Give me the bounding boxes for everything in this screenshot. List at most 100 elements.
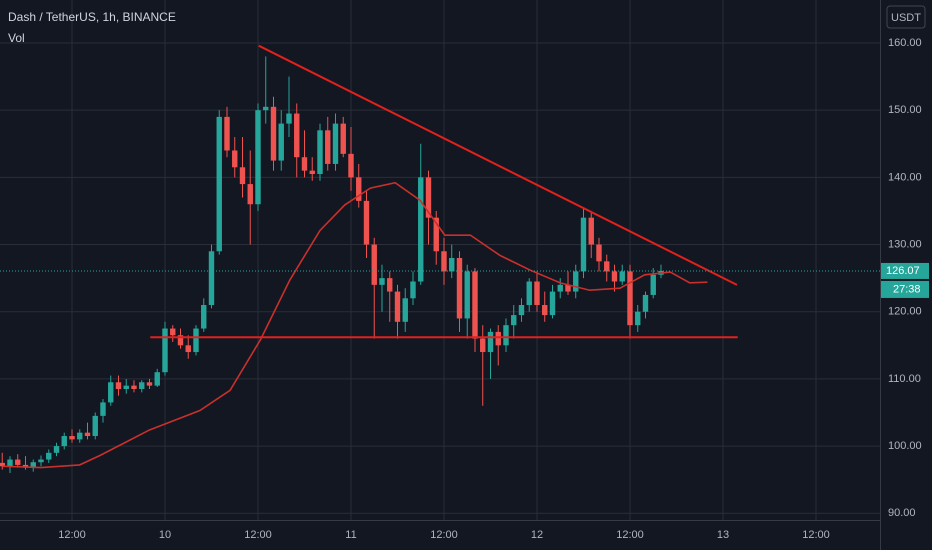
x-tick-label: 12:00 [616,529,644,541]
candle-body [317,130,323,175]
candle-body [263,106,269,111]
candle-body [418,177,424,282]
candle-body [495,331,501,346]
candle-body [487,331,494,353]
candle-body [604,261,610,272]
candle-body [402,298,408,322]
x-tick-label: 10 [159,529,171,541]
last-price-label: 126.07 [886,265,920,277]
candle-body [270,106,277,161]
candle-body [526,281,532,306]
candle-body [108,382,114,403]
candle-body [635,311,641,326]
candle-body [371,244,377,285]
candle-body [92,415,98,437]
x-tick-label: 13 [717,529,729,541]
candle-body [580,217,587,272]
candle-body [69,436,75,440]
x-tick-label: 12:00 [58,529,86,541]
candle-body [185,345,191,353]
candle-body [162,328,168,373]
candle-body [325,130,331,164]
candle-body [239,167,246,185]
x-tick-label: 11 [345,529,356,541]
countdown-label: 27:38 [893,283,921,295]
candle-body [619,271,625,282]
candle-body [534,281,540,306]
candle-body [301,157,308,171]
candle-body [247,184,253,205]
y-tick-label: 120.00 [888,306,922,318]
last-price-box [881,262,929,279]
candle-body [379,278,385,285]
candle-body [542,305,548,316]
y-tick-label: 160.00 [888,37,922,49]
candle-body [309,170,315,175]
candle-body [208,251,215,306]
indicator-label: Vol [8,31,25,45]
currency-box[interactable] [886,5,926,29]
candle-body [340,123,346,154]
candle-body [15,459,21,465]
candle-body [77,432,83,440]
candle-body [123,385,129,389]
candle-body [410,281,416,299]
candle-body [100,402,106,416]
candle-body [224,116,230,151]
candle-body [332,123,339,164]
candle-body [588,217,594,245]
candle-body [549,291,556,316]
y-tick-label: 100.00 [888,440,922,452]
candle-body [154,372,160,386]
candle-body [394,291,401,322]
x-tick-label: 12 [531,529,543,541]
candle-body [84,432,91,437]
candle-body [294,113,300,158]
candle-body [115,382,122,389]
candle-body [146,382,153,386]
candle-body [596,244,602,262]
y-tick-label: 130.00 [888,238,922,250]
candle-body [131,385,137,389]
candle-body [441,251,447,272]
candle-body [53,446,60,453]
candle-body [511,315,517,326]
candle-body [0,462,5,467]
candle-body [38,459,44,463]
y-tick-label: 110.00 [888,373,921,385]
candle-body [61,436,67,447]
candle-body [642,294,649,312]
candle-body [22,464,29,468]
candle-body [627,271,633,326]
currency: USDT [891,12,921,24]
candle-body [565,284,571,292]
candle-body [573,271,579,292]
candle-body [472,271,478,339]
candle-body [255,110,261,205]
candle-body [611,271,618,282]
candle-body [363,200,370,245]
chart-title: Dash / TetherUS, 1h, BINANCE [8,10,176,24]
x-tick-label: 12:00 [244,529,272,541]
y-tick-label: 150.00 [888,104,922,116]
x-tick-label: 12:00 [430,529,458,541]
candle-body [232,150,238,168]
x-tick-label: 12:00 [802,529,830,541]
candle-body [348,153,354,178]
candle-body [193,328,199,353]
candle-body [139,382,145,389]
moving-average [2,181,708,469]
candle-body [216,116,222,252]
candle-body [518,305,525,316]
candle-body [425,177,432,218]
candle-body [480,338,486,353]
y-tick-label: 140.00 [888,171,922,183]
countdown-box [881,280,929,298]
candle-body [46,452,52,460]
candle-body [278,123,284,161]
candle-body [356,177,362,201]
candle-body [387,278,393,292]
candle-body [456,257,463,319]
candle-body [286,113,292,124]
